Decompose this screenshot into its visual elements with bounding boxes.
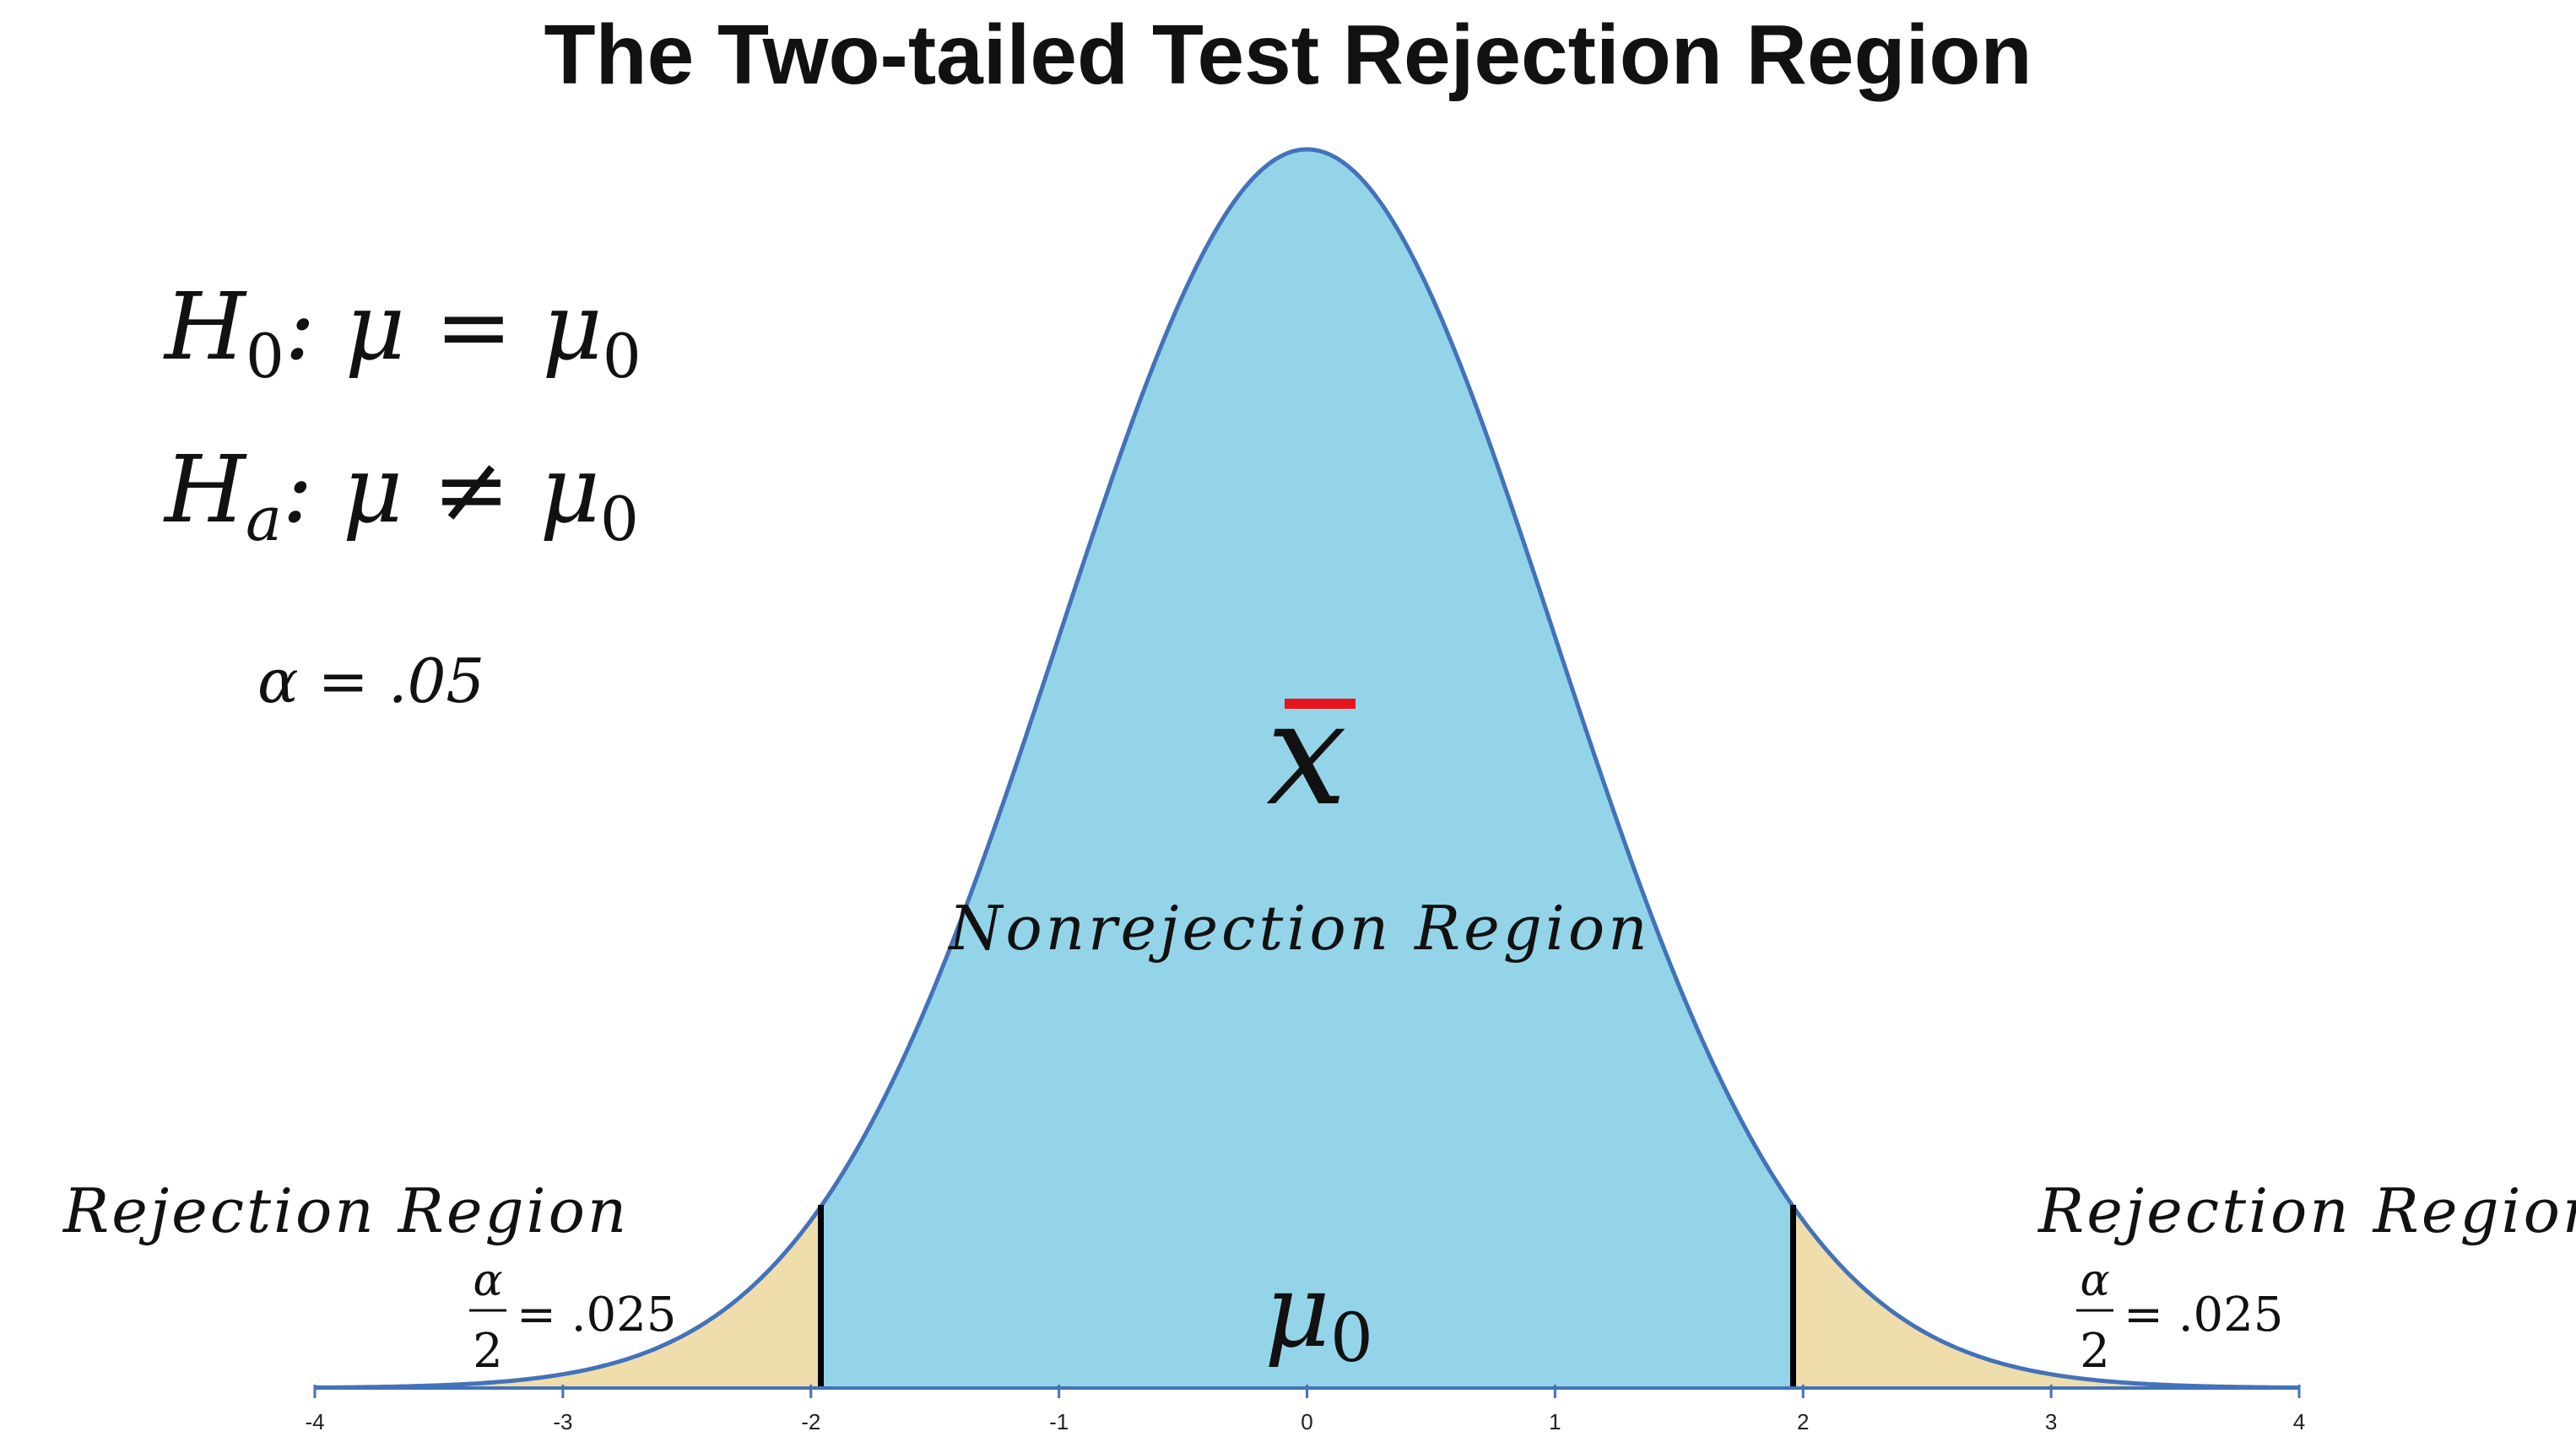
area-group [315,149,2299,1388]
x-tick-label: -1 [1049,1409,1069,1434]
chart-title: The Two-tailed Test Rejection Region [544,8,2032,102]
rejection-left-alpha: α 2 = .025 [469,1256,676,1379]
x-tick-label: 4 [2293,1409,2305,1434]
alpha-fraction-numerator: α [2080,1256,2109,1306]
x-tick-label: 3 [2045,1409,2057,1434]
x-tick-label: 0 [1301,1409,1312,1434]
xbar-overline [1285,699,1356,709]
nonrejection-region-label: Nonrejection Region [947,893,1650,964]
alpha-label: α = .05 [257,645,484,716]
null-hypothesis: H0: μ = μ0 [163,273,641,392]
x-axis: -4 -3 -2 -1 0 1 2 3 4 [305,1385,2305,1434]
xbar-symbol: x [1266,671,1347,838]
rejection-right-alpha: α 2 = .025 [2076,1256,2283,1379]
x-tick-label: 2 [1797,1409,1809,1434]
alpha-fraction-denominator: 2 [473,1324,503,1379]
x-tick-label: -4 [305,1409,324,1434]
alpha-half-value: = .025 [2124,1288,2283,1342]
alternative-hypothesis: Ha: μ ≠ μ0 [163,435,639,554]
rejection-area-left [315,1206,821,1388]
mu0-label: μ0 [1264,1253,1373,1377]
mark-group [314,147,2300,1391]
alpha-fraction-denominator: 2 [2080,1324,2110,1379]
nonrejection-area [820,149,1794,1388]
rejection-region-left-label: Rejection Region [62,1175,629,1246]
x-tick-label: 1 [1549,1409,1561,1434]
alpha-half-value: = .025 [517,1288,676,1342]
x-tick-label: -2 [801,1409,820,1434]
density-curve [314,147,2300,1391]
alpha-fraction-numerator: α [473,1256,502,1306]
rejection-area-right [1793,1206,2299,1388]
rejection-region-right-label: Rejection Region [2037,1175,2576,1246]
x-tick-label: -3 [553,1409,572,1434]
